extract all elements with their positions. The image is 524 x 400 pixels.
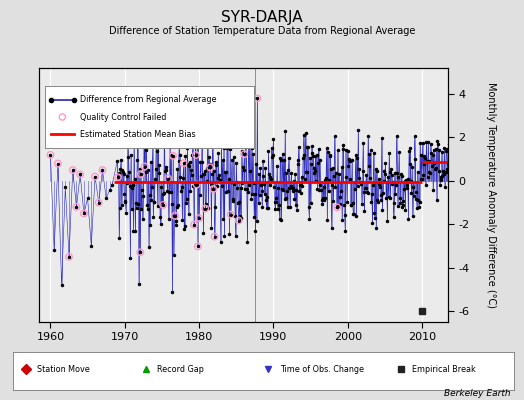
Text: Record Gap: Record Gap — [157, 365, 204, 374]
Point — [210, 233, 219, 240]
Text: Difference from Regional Average: Difference from Regional Average — [80, 95, 216, 104]
Point — [76, 171, 84, 178]
Point — [91, 173, 99, 180]
Point — [99, 167, 107, 173]
Point — [226, 211, 235, 218]
Point — [201, 205, 210, 212]
Y-axis label: Monthly Temperature Anomaly Difference (°C): Monthly Temperature Anomaly Difference (… — [486, 82, 496, 308]
Point — [46, 152, 54, 158]
Text: Station Move: Station Move — [37, 365, 90, 374]
Point — [206, 164, 214, 171]
Point — [53, 160, 62, 167]
Point — [171, 213, 179, 219]
Point — [195, 215, 203, 221]
Text: Berkeley Earth: Berkeley Earth — [444, 389, 511, 398]
Text: Time of Obs. Change: Time of Obs. Change — [280, 365, 364, 374]
Point — [58, 114, 67, 120]
Point — [65, 254, 73, 260]
Point — [169, 153, 177, 159]
Point — [190, 222, 198, 228]
Point — [209, 186, 217, 192]
Point — [240, 151, 248, 158]
Point — [235, 217, 243, 224]
Point — [333, 204, 341, 210]
Point — [114, 174, 122, 180]
Point — [179, 160, 188, 166]
Text: Quality Control Failed: Quality Control Failed — [80, 112, 167, 122]
Point — [137, 171, 145, 177]
Text: SYR-DARJA: SYR-DARJA — [221, 10, 303, 25]
Point — [164, 175, 172, 182]
Point — [69, 167, 77, 173]
Point — [136, 249, 145, 256]
Point — [94, 199, 103, 206]
Point — [194, 243, 202, 250]
Point — [253, 95, 261, 102]
Point — [192, 152, 200, 158]
Text: Estimated Station Mean Bias: Estimated Station Mean Bias — [80, 130, 196, 139]
Point — [80, 210, 88, 217]
Text: Difference of Station Temperature Data from Regional Average: Difference of Station Temperature Data f… — [109, 26, 415, 36]
Point — [192, 181, 201, 188]
Point — [140, 163, 149, 170]
Point — [72, 204, 81, 210]
Point — [159, 202, 167, 208]
Text: Empirical Break: Empirical Break — [412, 365, 476, 374]
